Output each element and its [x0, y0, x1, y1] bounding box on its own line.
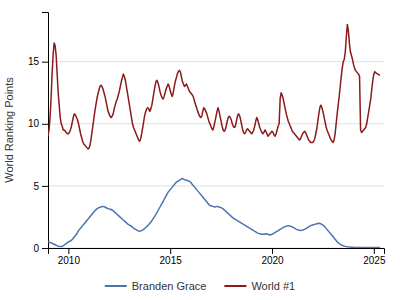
legend-label: Branden Grace [132, 280, 207, 292]
x-tick: 2025 [363, 248, 386, 266]
legend-swatch [224, 285, 246, 287]
y-tick: 0 [33, 243, 48, 254]
x-tick-label: 2025 [363, 255, 386, 266]
x-tick: 2015 [160, 248, 183, 266]
y-axis: 0 5 10 15 [28, 13, 49, 254]
chart-svg: 2010 2015 2020 2025 0 5 10 15 World Ranking Poin… [0, 0, 400, 300]
x-tick-mark [170, 248, 171, 254]
legend-swatch [105, 285, 127, 287]
y-tick: 5 [33, 181, 48, 192]
x-tick-mark [272, 248, 273, 254]
x-axis-line [49, 249, 385, 255]
legend-item: World #1 [224, 280, 295, 292]
y-tick-label: 5 [33, 181, 39, 192]
x-tick-label: 2020 [261, 255, 284, 266]
x-tick-label: 2015 [160, 255, 183, 266]
x-tick: 2020 [261, 248, 284, 266]
y-tick-mark [42, 248, 48, 249]
chart-container: 2010 2015 2020 2025 0 5 10 15 World Ranking Poin… [0, 0, 400, 300]
grid-line [48, 61, 384, 62]
x-tick-mark [68, 248, 69, 254]
plot-area [48, 24, 380, 247]
grid-line [48, 123, 384, 124]
series-line [48, 178, 380, 247]
y-axis-label: World Ranking Points [3, 77, 15, 183]
y-tick-mark [42, 62, 48, 63]
x-tick-mark [374, 248, 375, 254]
y-tick-label: 15 [28, 56, 40, 67]
series-line [48, 24, 380, 148]
grid-line [48, 185, 384, 186]
y-axis-line [42, 13, 49, 249]
y-tick: 15 [28, 56, 48, 67]
legend-item: Branden Grace [105, 280, 207, 292]
y-tick-label: 0 [33, 243, 39, 254]
legend: Branden Grace World #1 [105, 280, 295, 292]
x-axis: 2010 2015 2020 2025 [49, 248, 386, 266]
y-tick-mark [42, 124, 48, 125]
x-tick-label: 2010 [58, 255, 81, 266]
y-tick: 10 [28, 118, 48, 129]
y-tick-mark [42, 186, 48, 187]
x-tick: 2010 [58, 248, 81, 266]
y-tick-label: 10 [28, 118, 40, 129]
legend-label: World #1 [251, 280, 295, 292]
